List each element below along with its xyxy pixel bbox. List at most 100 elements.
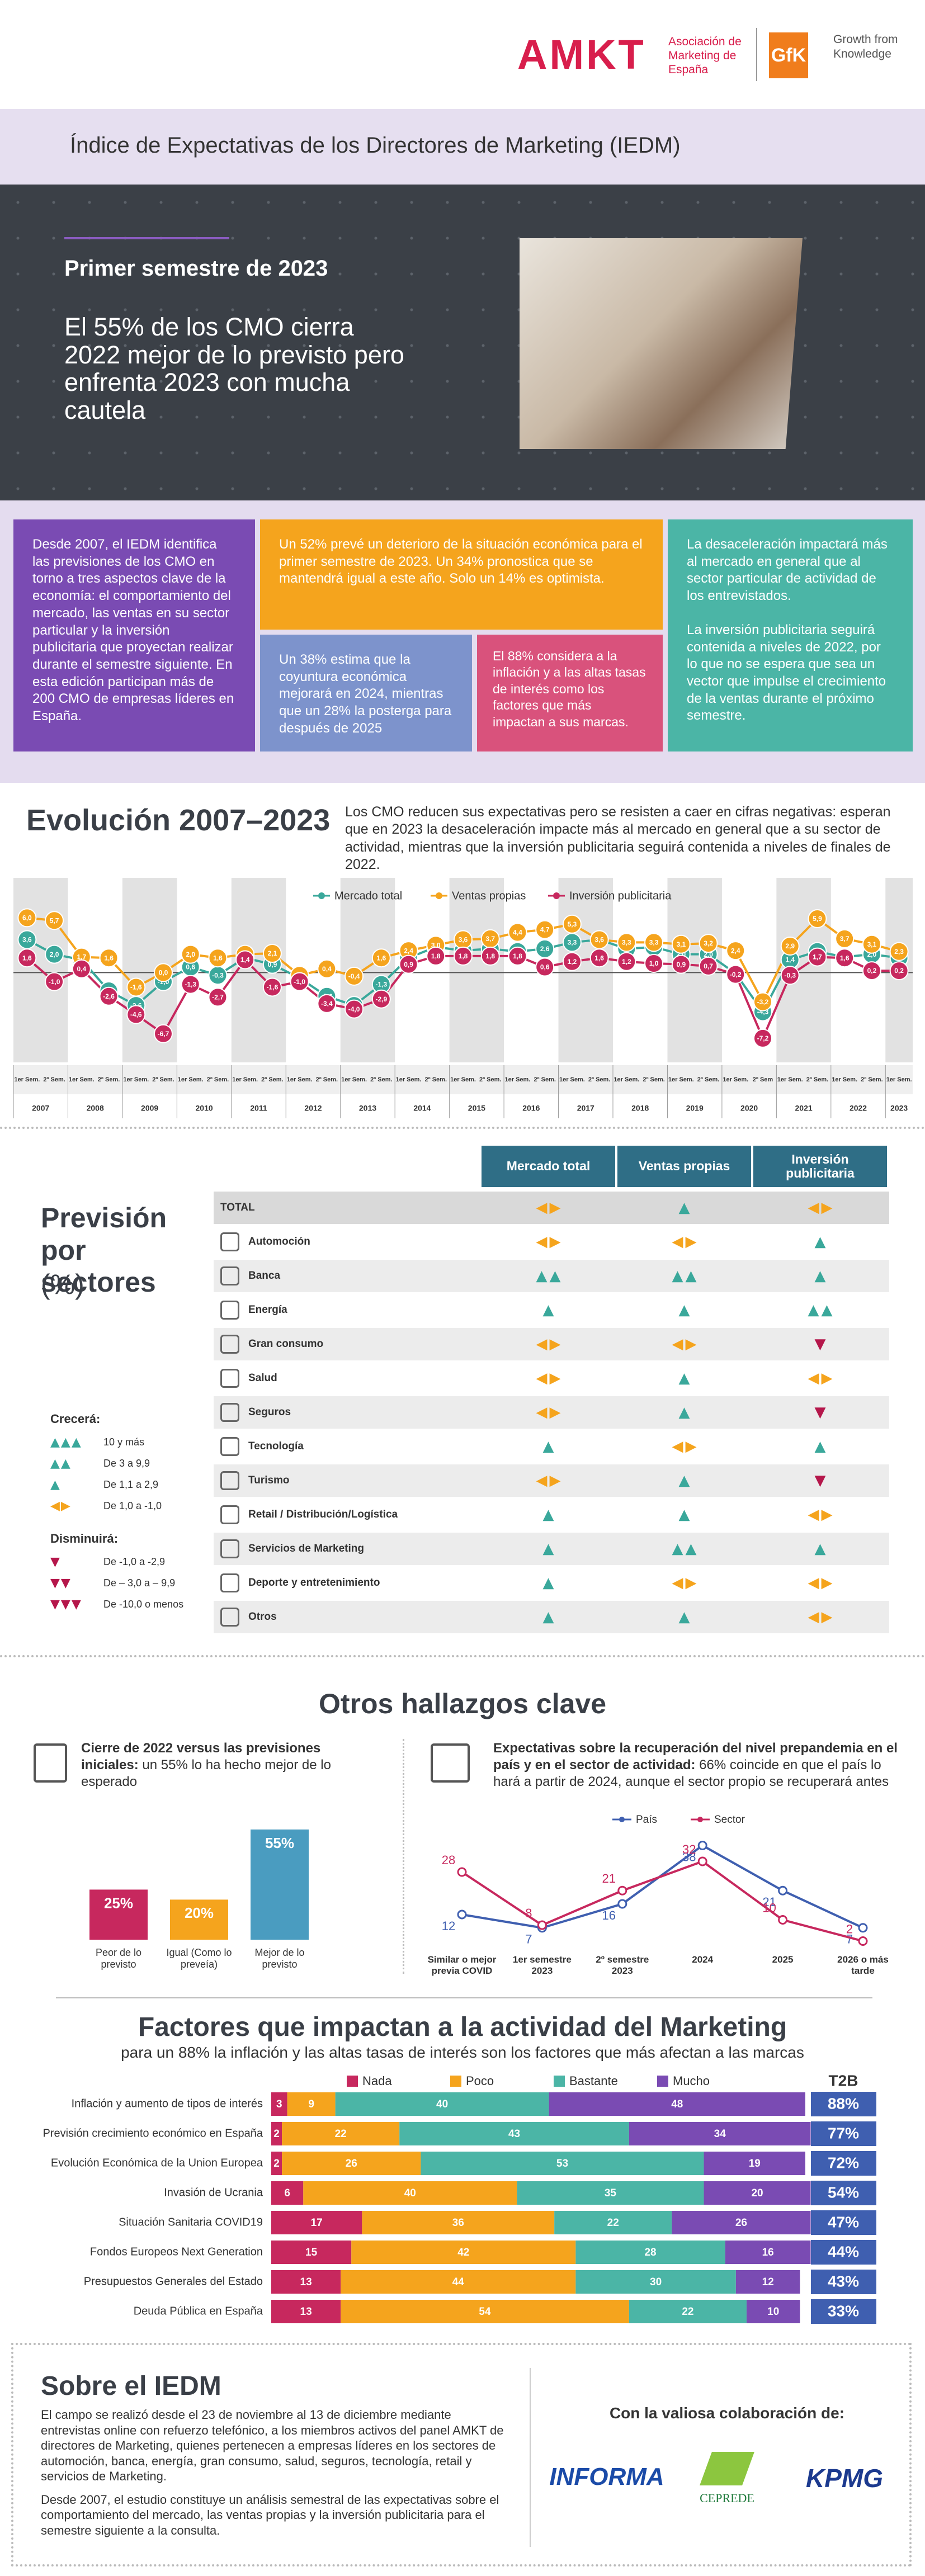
legend-symbol: ◀▶ xyxy=(50,1499,72,1513)
bar xyxy=(89,1889,148,1940)
data-label: 0,6 xyxy=(540,963,550,971)
point xyxy=(589,948,609,968)
bar-segment xyxy=(735,2270,800,2294)
brand-logo: AMKT xyxy=(517,31,646,78)
bar-segment xyxy=(575,2270,736,2294)
series-line xyxy=(461,1844,863,1929)
legend-symbol: ▲▲ xyxy=(50,1457,72,1471)
section-title: Otros hallazgos clave xyxy=(318,1688,607,1719)
data-label: 16 xyxy=(762,2247,774,2258)
column-header: Inversión publicitaria xyxy=(753,1146,887,1187)
data-label: 3,7 xyxy=(485,935,495,943)
point xyxy=(262,944,282,963)
point xyxy=(45,944,64,964)
data-label: 0,4 xyxy=(322,965,332,973)
point xyxy=(371,989,391,1009)
t2b-label: 44% xyxy=(828,2243,859,2260)
point xyxy=(17,948,37,968)
chart-title: Factores que impactan a la actividad del… xyxy=(138,2012,787,2042)
row-symbol: ◀▶ xyxy=(808,1506,835,1523)
bar-segment xyxy=(704,2152,805,2175)
x-tick-label: 2º Sem. xyxy=(370,1076,392,1083)
chart-title: Expectativas sobre la recuperación del n… xyxy=(493,1741,898,1773)
section-title: Sobre el IEDM xyxy=(41,2371,221,2401)
data-label: 19 xyxy=(749,2158,761,2169)
point xyxy=(235,950,255,970)
year-label: 2011 xyxy=(250,1104,267,1113)
data-label: 3,6 xyxy=(594,936,604,944)
x-tick-label: 2º Sem. xyxy=(697,1076,719,1083)
x-tick-label: 2º Sem. xyxy=(861,1076,882,1083)
point xyxy=(562,952,582,971)
point xyxy=(808,947,827,967)
intro-paragraph: La desaceleración impactará más al merca… xyxy=(687,537,888,604)
legend-label: Nada xyxy=(362,2074,392,2088)
row-symbol: ◀▶ xyxy=(808,1609,835,1625)
x-tick-label: 1er Sem. xyxy=(559,1076,585,1083)
data-label: -6,7 xyxy=(158,1030,169,1038)
data-label: 2 xyxy=(273,2158,280,2169)
x-tick-label: 2º Sem. xyxy=(43,1076,65,1083)
data-label: 2,0 xyxy=(50,951,59,958)
data-label: 22 xyxy=(335,2128,347,2140)
hero-kicker: Primer semestre de 2023 xyxy=(64,256,328,281)
point xyxy=(99,948,119,968)
bar-segment xyxy=(335,2092,549,2116)
point xyxy=(699,956,718,976)
year-label: 2008 xyxy=(87,1104,104,1113)
data-label: -7,2 xyxy=(757,1034,769,1042)
chart-heading: Expectativas sobre la recuperación del n… xyxy=(493,1740,907,1790)
data-label: 12 xyxy=(762,2276,774,2288)
row-label: Otros xyxy=(248,1611,277,1623)
year-label: 2009 xyxy=(141,1104,158,1113)
legend-label: Sector xyxy=(714,1814,745,1826)
label-row xyxy=(13,1065,913,1094)
legend-label: De 1,1 a 2,9 xyxy=(103,1479,159,1490)
point xyxy=(697,1856,707,1866)
icon xyxy=(34,1743,67,1783)
point xyxy=(290,972,309,991)
point xyxy=(780,936,800,956)
data-label: 1,6 xyxy=(22,954,32,962)
legend-title: Disminuirá: xyxy=(50,1532,119,1545)
series-line xyxy=(461,1860,863,1942)
data-label: 4,7 xyxy=(540,926,550,934)
point xyxy=(726,965,745,984)
year-label: 2019 xyxy=(686,1104,704,1113)
row-symbol: ▲ xyxy=(678,1199,692,1216)
data-label: -0,3 xyxy=(784,971,796,979)
legend-swatch xyxy=(347,2076,358,2087)
data-label: 5,9 xyxy=(813,915,822,923)
data-label: 12 xyxy=(442,1919,455,1933)
separator xyxy=(0,1655,925,1657)
y-tick-label: Previsión crecimiento económico en Españ… xyxy=(43,2127,263,2139)
point xyxy=(344,999,364,1019)
data-label: 10 xyxy=(767,2306,779,2318)
point xyxy=(454,946,473,966)
point xyxy=(862,934,881,954)
row-symbol: ◀▶ xyxy=(808,1199,835,1216)
accent-line xyxy=(64,237,229,239)
intro-box: La desaceleración impactará más al merca… xyxy=(668,519,913,751)
point xyxy=(617,1885,627,1896)
data-label: 1,6 xyxy=(594,954,604,962)
t2b-label: 33% xyxy=(828,2302,859,2319)
data-label: 3,1 xyxy=(867,940,877,948)
row-label: Banca xyxy=(248,1270,281,1282)
year-band xyxy=(449,878,504,1062)
t2b-box xyxy=(811,2270,876,2294)
row-symbol: ▲ xyxy=(814,1438,828,1455)
row-label: Turismo xyxy=(248,1474,290,1486)
data-label: 1,6 xyxy=(840,954,850,962)
data-label: -1,0 xyxy=(294,978,305,986)
row-icon xyxy=(220,1369,239,1388)
data-label: 32 xyxy=(682,1842,696,1856)
data-label: 1,8 xyxy=(513,952,522,960)
about-frame xyxy=(11,2343,912,2566)
point xyxy=(535,957,555,977)
row-label: Retail / Distribución/Logística xyxy=(248,1509,398,1520)
data-label: -0,2 xyxy=(730,971,742,979)
legend-symbol: ▼▼ xyxy=(50,1576,72,1590)
row-symbol: ▲ xyxy=(678,1302,692,1318)
